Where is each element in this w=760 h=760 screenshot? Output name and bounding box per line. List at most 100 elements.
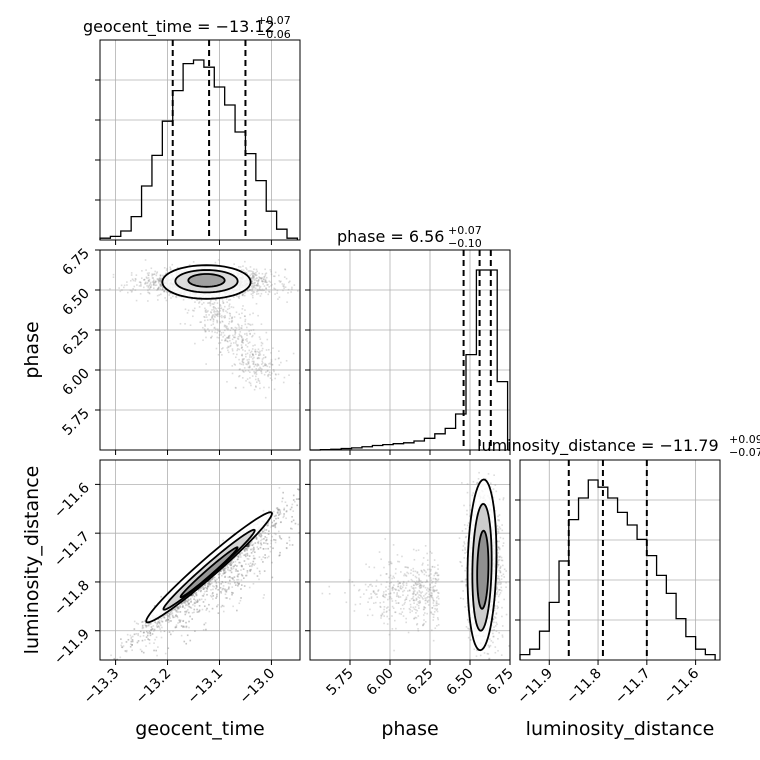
sample-point	[207, 310, 209, 312]
sample-point	[231, 316, 233, 319]
sample-point	[223, 605, 225, 608]
sample-point	[183, 601, 186, 604]
sample-point	[263, 542, 265, 544]
sample-point	[171, 615, 174, 617]
sample-point	[260, 323, 263, 325]
sample-point	[266, 556, 269, 559]
sample-point	[261, 538, 263, 541]
sample-point	[260, 558, 263, 561]
sample-point	[248, 341, 251, 344]
sample-point	[269, 281, 272, 283]
sample-point	[241, 358, 244, 361]
sample-point	[224, 589, 227, 591]
sample-point	[252, 312, 254, 315]
sample-point	[184, 599, 187, 601]
sample-point	[270, 526, 272, 529]
sample-point	[270, 270, 272, 273]
sample-point	[278, 280, 281, 282]
sample-point	[245, 344, 247, 346]
sample-point	[151, 628, 153, 630]
sample-point	[246, 334, 248, 337]
sample-point	[198, 604, 201, 607]
sample-point	[280, 537, 283, 540]
sample-point	[158, 280, 161, 282]
sample-point	[161, 286, 164, 288]
sample-point	[206, 586, 209, 588]
sample-point	[255, 538, 258, 540]
sample-point	[278, 508, 280, 511]
sample-point	[238, 368, 241, 371]
sample-point	[264, 536, 267, 538]
sample-point	[217, 329, 219, 332]
sample-point	[161, 620, 164, 623]
sample-point	[243, 560, 246, 562]
sample-point	[242, 358, 244, 361]
sample-point	[158, 279, 161, 282]
sample-point	[165, 269, 168, 272]
sample-point	[231, 586, 234, 588]
sample-point	[264, 291, 267, 293]
sample-point	[211, 582, 213, 585]
sample-point	[291, 503, 294, 506]
sample-point	[193, 602, 196, 605]
sample-point	[216, 595, 218, 598]
sample-point	[219, 570, 221, 573]
sample-point	[145, 269, 147, 271]
sample-point	[325, 269, 327, 271]
sample-point	[255, 375, 257, 378]
sample-point	[174, 626, 177, 629]
sample-point	[218, 298, 221, 301]
sample-point	[252, 362, 255, 365]
sample-point	[274, 539, 277, 541]
sample-point	[288, 281, 290, 284]
sample-point	[292, 352, 295, 355]
sample-point	[246, 378, 249, 380]
sample-point	[234, 556, 237, 558]
sample-point	[156, 289, 158, 291]
sample-point	[267, 547, 269, 550]
sample-point	[251, 284, 253, 287]
sample-point	[200, 598, 203, 601]
sample-point	[221, 568, 224, 571]
sample-point	[218, 573, 221, 575]
sample-point	[231, 591, 233, 594]
sample-point	[206, 593, 208, 596]
sample-point	[227, 346, 230, 349]
sample-point	[204, 590, 206, 593]
sample-point	[264, 554, 266, 556]
sample-point	[247, 323, 249, 325]
sample-point	[230, 561, 232, 564]
sample-point	[219, 570, 221, 573]
sample-point	[218, 576, 220, 578]
sample-point	[134, 278, 137, 281]
sample-point	[246, 570, 249, 572]
sample-point	[264, 532, 266, 534]
sample-point	[275, 522, 278, 525]
sample-point	[203, 584, 206, 587]
sample-point	[196, 608, 198, 611]
sample-point	[172, 295, 174, 298]
sample-point	[126, 633, 129, 636]
sample-point	[244, 338, 247, 341]
sample-point	[152, 273, 154, 276]
sample-point	[234, 330, 236, 333]
sample-point	[121, 642, 123, 644]
sample-point	[230, 571, 233, 574]
sample-point	[246, 352, 249, 355]
sample-point	[266, 524, 269, 526]
sample-point	[295, 498, 298, 500]
sample-point	[285, 517, 287, 520]
sample-point	[183, 601, 186, 604]
sample-point	[297, 523, 300, 526]
sample-point	[224, 590, 227, 593]
sample-point	[257, 282, 259, 285]
sample-point	[188, 611, 190, 614]
sample-point	[265, 539, 268, 541]
sample-point	[204, 316, 206, 318]
sample-point	[279, 509, 282, 511]
sample-point	[241, 565, 243, 567]
sample-point	[272, 547, 274, 550]
sample-point	[179, 619, 182, 622]
sample-point	[238, 358, 240, 361]
sample-point	[141, 621, 144, 623]
